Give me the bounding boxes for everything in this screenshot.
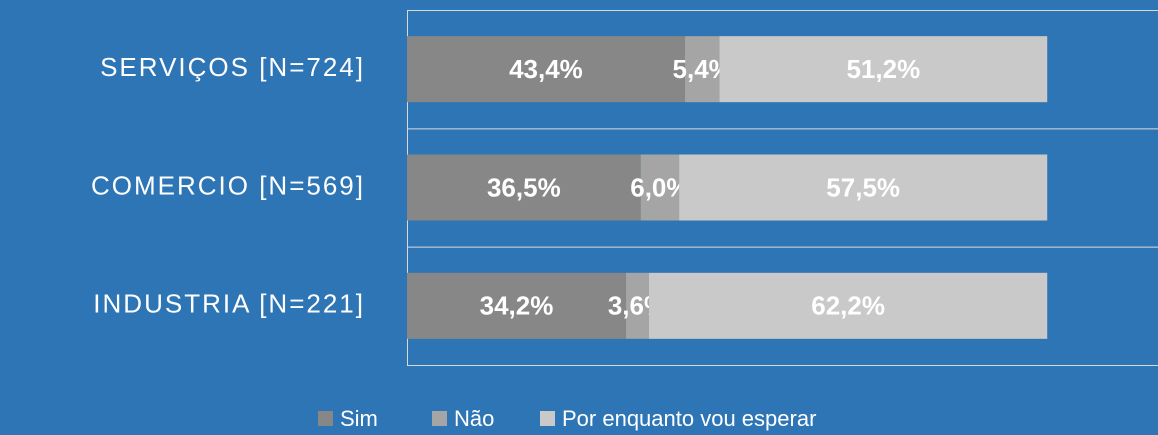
bar-segment (640, 154, 680, 221)
bar-segment (407, 154, 641, 221)
legend-swatch (540, 411, 555, 426)
bar-segment (684, 36, 720, 103)
category-label: COMERCIO [N=569] (91, 170, 365, 200)
bar-segment (679, 154, 1048, 221)
bar-segment (407, 272, 626, 339)
legend-swatch (432, 411, 447, 426)
bar-segment (407, 36, 685, 103)
data-label: 36,5% (487, 172, 561, 202)
bar-segment (719, 36, 1048, 103)
legend-swatch (318, 411, 333, 426)
legend-label: Sim (340, 406, 378, 431)
legend-label: Não (454, 406, 494, 431)
bar-segment (625, 272, 650, 339)
data-label: 57,5% (826, 172, 900, 202)
data-label: 34,2% (480, 291, 554, 321)
category-label: SERVIÇOS [N=724] (100, 52, 365, 82)
data-label: 51,2% (846, 54, 920, 84)
legend-label: Por enquanto vou esperar (562, 406, 816, 431)
bar-segment (649, 272, 1048, 339)
data-label: 62,2% (811, 291, 885, 321)
data-label: 43,4% (509, 54, 583, 84)
category-label: INDUSTRIA [N=221] (93, 289, 365, 319)
